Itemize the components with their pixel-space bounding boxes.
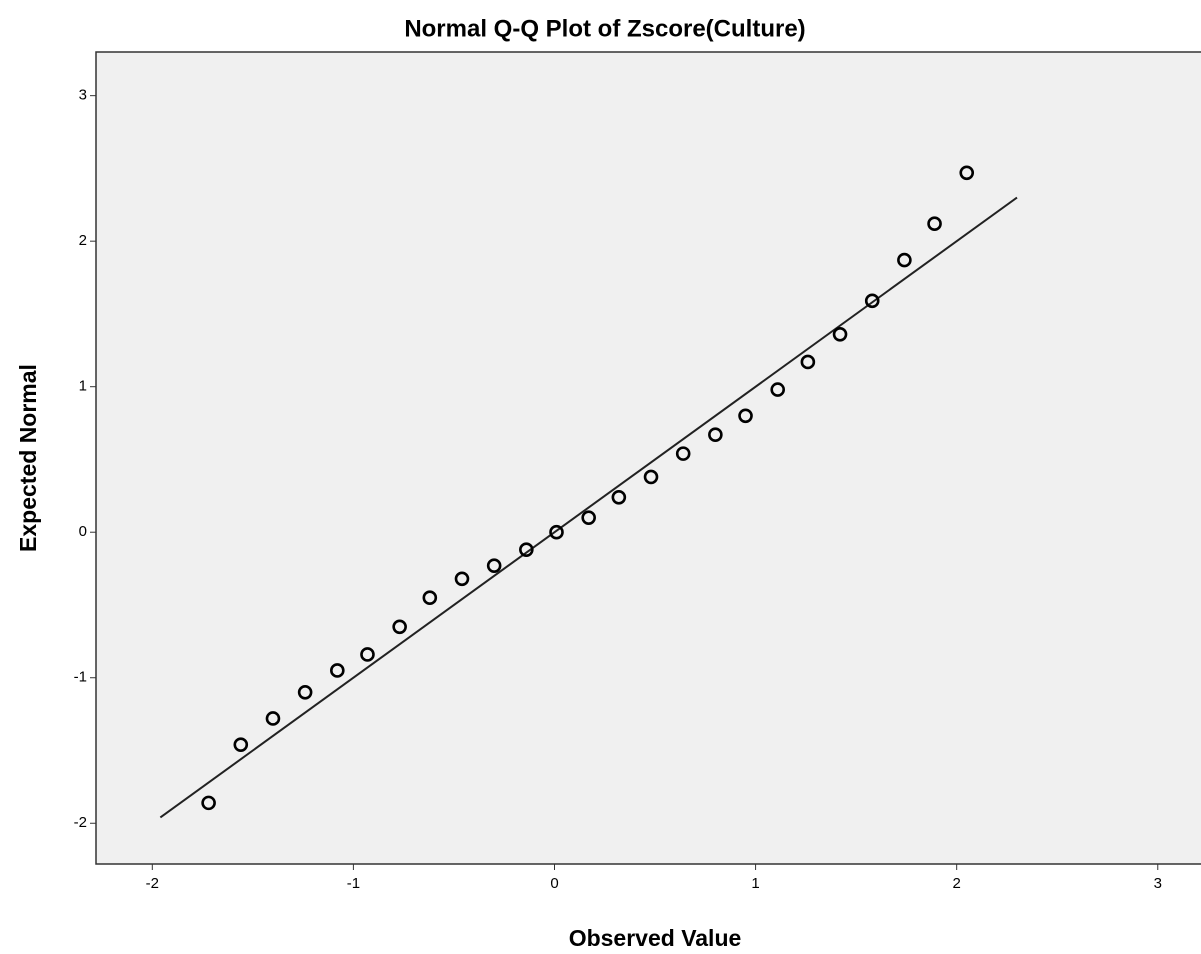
point	[392, 619, 407, 635]
point	[959, 165, 975, 181]
y-tick-label: -2	[74, 814, 87, 831]
point	[611, 489, 627, 505]
y-tick-label: 1	[79, 378, 87, 395]
point	[581, 510, 596, 525]
y-axis-title: Expected Normal	[15, 364, 41, 552]
x-tick-label: 3	[1154, 875, 1162, 892]
point	[643, 469, 659, 485]
point	[897, 252, 912, 268]
x-tick-label: 0	[550, 875, 558, 892]
point	[549, 524, 564, 540]
y-tick-label: 2	[79, 232, 87, 249]
y-tick-label: 0	[79, 523, 87, 540]
point	[708, 427, 723, 443]
plot-area	[95, 51, 1201, 865]
point	[330, 663, 345, 678]
point	[800, 354, 816, 370]
x-tick-label: -1	[347, 875, 360, 892]
point	[675, 446, 691, 461]
point	[265, 711, 281, 726]
point	[360, 647, 375, 662]
point	[770, 382, 786, 397]
x-tick-label: -2	[146, 875, 159, 892]
x-axis-title: Observed Value	[569, 925, 742, 951]
point	[233, 737, 249, 752]
point	[738, 408, 753, 424]
chart-title: Normal Q-Q Plot of Zscore(Culture)	[404, 15, 805, 42]
point	[519, 542, 534, 557]
x-tick-label: 2	[953, 875, 961, 892]
x-tick-label: 1	[751, 875, 759, 892]
point	[927, 216, 942, 232]
point	[201, 795, 216, 811]
y-tick-label: -1	[74, 669, 87, 686]
point	[486, 558, 502, 573]
point	[454, 571, 470, 587]
point	[832, 327, 848, 342]
y-tick-label: 3	[79, 87, 87, 104]
reference-line	[159, 196, 1018, 819]
point	[422, 590, 438, 605]
point	[297, 684, 313, 700]
point	[864, 293, 880, 309]
